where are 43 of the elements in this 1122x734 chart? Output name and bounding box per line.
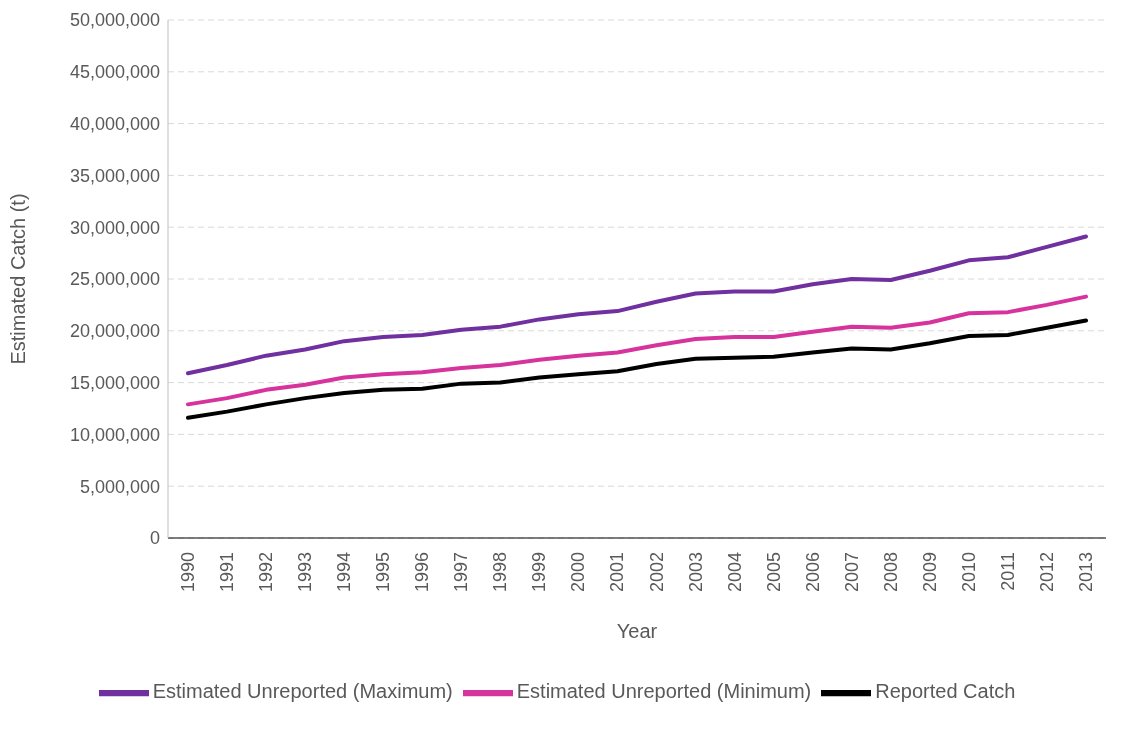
legend-label: Reported Catch bbox=[875, 680, 1016, 703]
x-axis-title: Year bbox=[616, 620, 658, 642]
x-tick-label: 1990 bbox=[178, 552, 198, 593]
y-tick-label: 25,000,000 bbox=[69, 269, 160, 290]
x-tick-label: 1993 bbox=[295, 552, 316, 593]
x-tick-label: 2011 bbox=[997, 552, 1018, 591]
x-tick-label: 2005 bbox=[763, 552, 784, 593]
x-tick-label: 2013 bbox=[1076, 552, 1096, 593]
y-tick-label: 30,000,000 bbox=[69, 217, 160, 238]
y-tick-label: 0 bbox=[149, 528, 160, 549]
x-tick-label: 2007 bbox=[841, 552, 862, 593]
x-tick-label: 1996 bbox=[412, 552, 433, 593]
x-tick-label: 2004 bbox=[724, 552, 745, 593]
x-tick-label: 1992 bbox=[256, 552, 277, 593]
x-tick-label: 1997 bbox=[451, 552, 472, 593]
x-tick-label: 2010 bbox=[958, 552, 979, 593]
x-tick-label: 1999 bbox=[529, 552, 550, 593]
line-series bbox=[186, 318, 1088, 420]
line-series bbox=[186, 294, 1088, 407]
x-tick-label: 2009 bbox=[919, 552, 940, 593]
y-tick-label: 35,000,000 bbox=[69, 165, 160, 186]
legend-label: Estimated Unreported (Maximum) bbox=[152, 680, 453, 703]
x-tick-label: 1998 bbox=[490, 552, 511, 593]
y-tick-label: 10,000,000 bbox=[69, 424, 160, 445]
x-tick-label: 2002 bbox=[646, 552, 667, 593]
x-tick-label: 2000 bbox=[568, 552, 589, 593]
x-tick-label: 1994 bbox=[334, 552, 355, 593]
x-tick-label: 2001 bbox=[607, 552, 628, 593]
x-tick-label: 2006 bbox=[802, 552, 823, 593]
legend-label: Estimated Unreported (Minimum) bbox=[516, 680, 812, 703]
y-tick-label: 5,000,000 bbox=[79, 476, 160, 497]
y-tick-label: 15,000,000 bbox=[69, 372, 160, 393]
y-tick-label: 50,000,000 bbox=[69, 10, 160, 31]
y-tick-label: 40,000,000 bbox=[69, 113, 160, 134]
y-tick-label: 20,000,000 bbox=[69, 321, 160, 342]
x-tick-label: 2003 bbox=[685, 552, 706, 593]
x-tick-label: 2008 bbox=[880, 552, 901, 593]
x-tick-label: 1991 bbox=[217, 552, 238, 593]
line-series bbox=[186, 234, 1088, 376]
y-tick-label: 45,000,000 bbox=[69, 62, 160, 83]
y-axis-title: Estimated Catch (t) bbox=[7, 193, 30, 365]
x-tick-label: 2012 bbox=[1036, 552, 1057, 593]
x-tick-label: 1995 bbox=[373, 552, 394, 593]
